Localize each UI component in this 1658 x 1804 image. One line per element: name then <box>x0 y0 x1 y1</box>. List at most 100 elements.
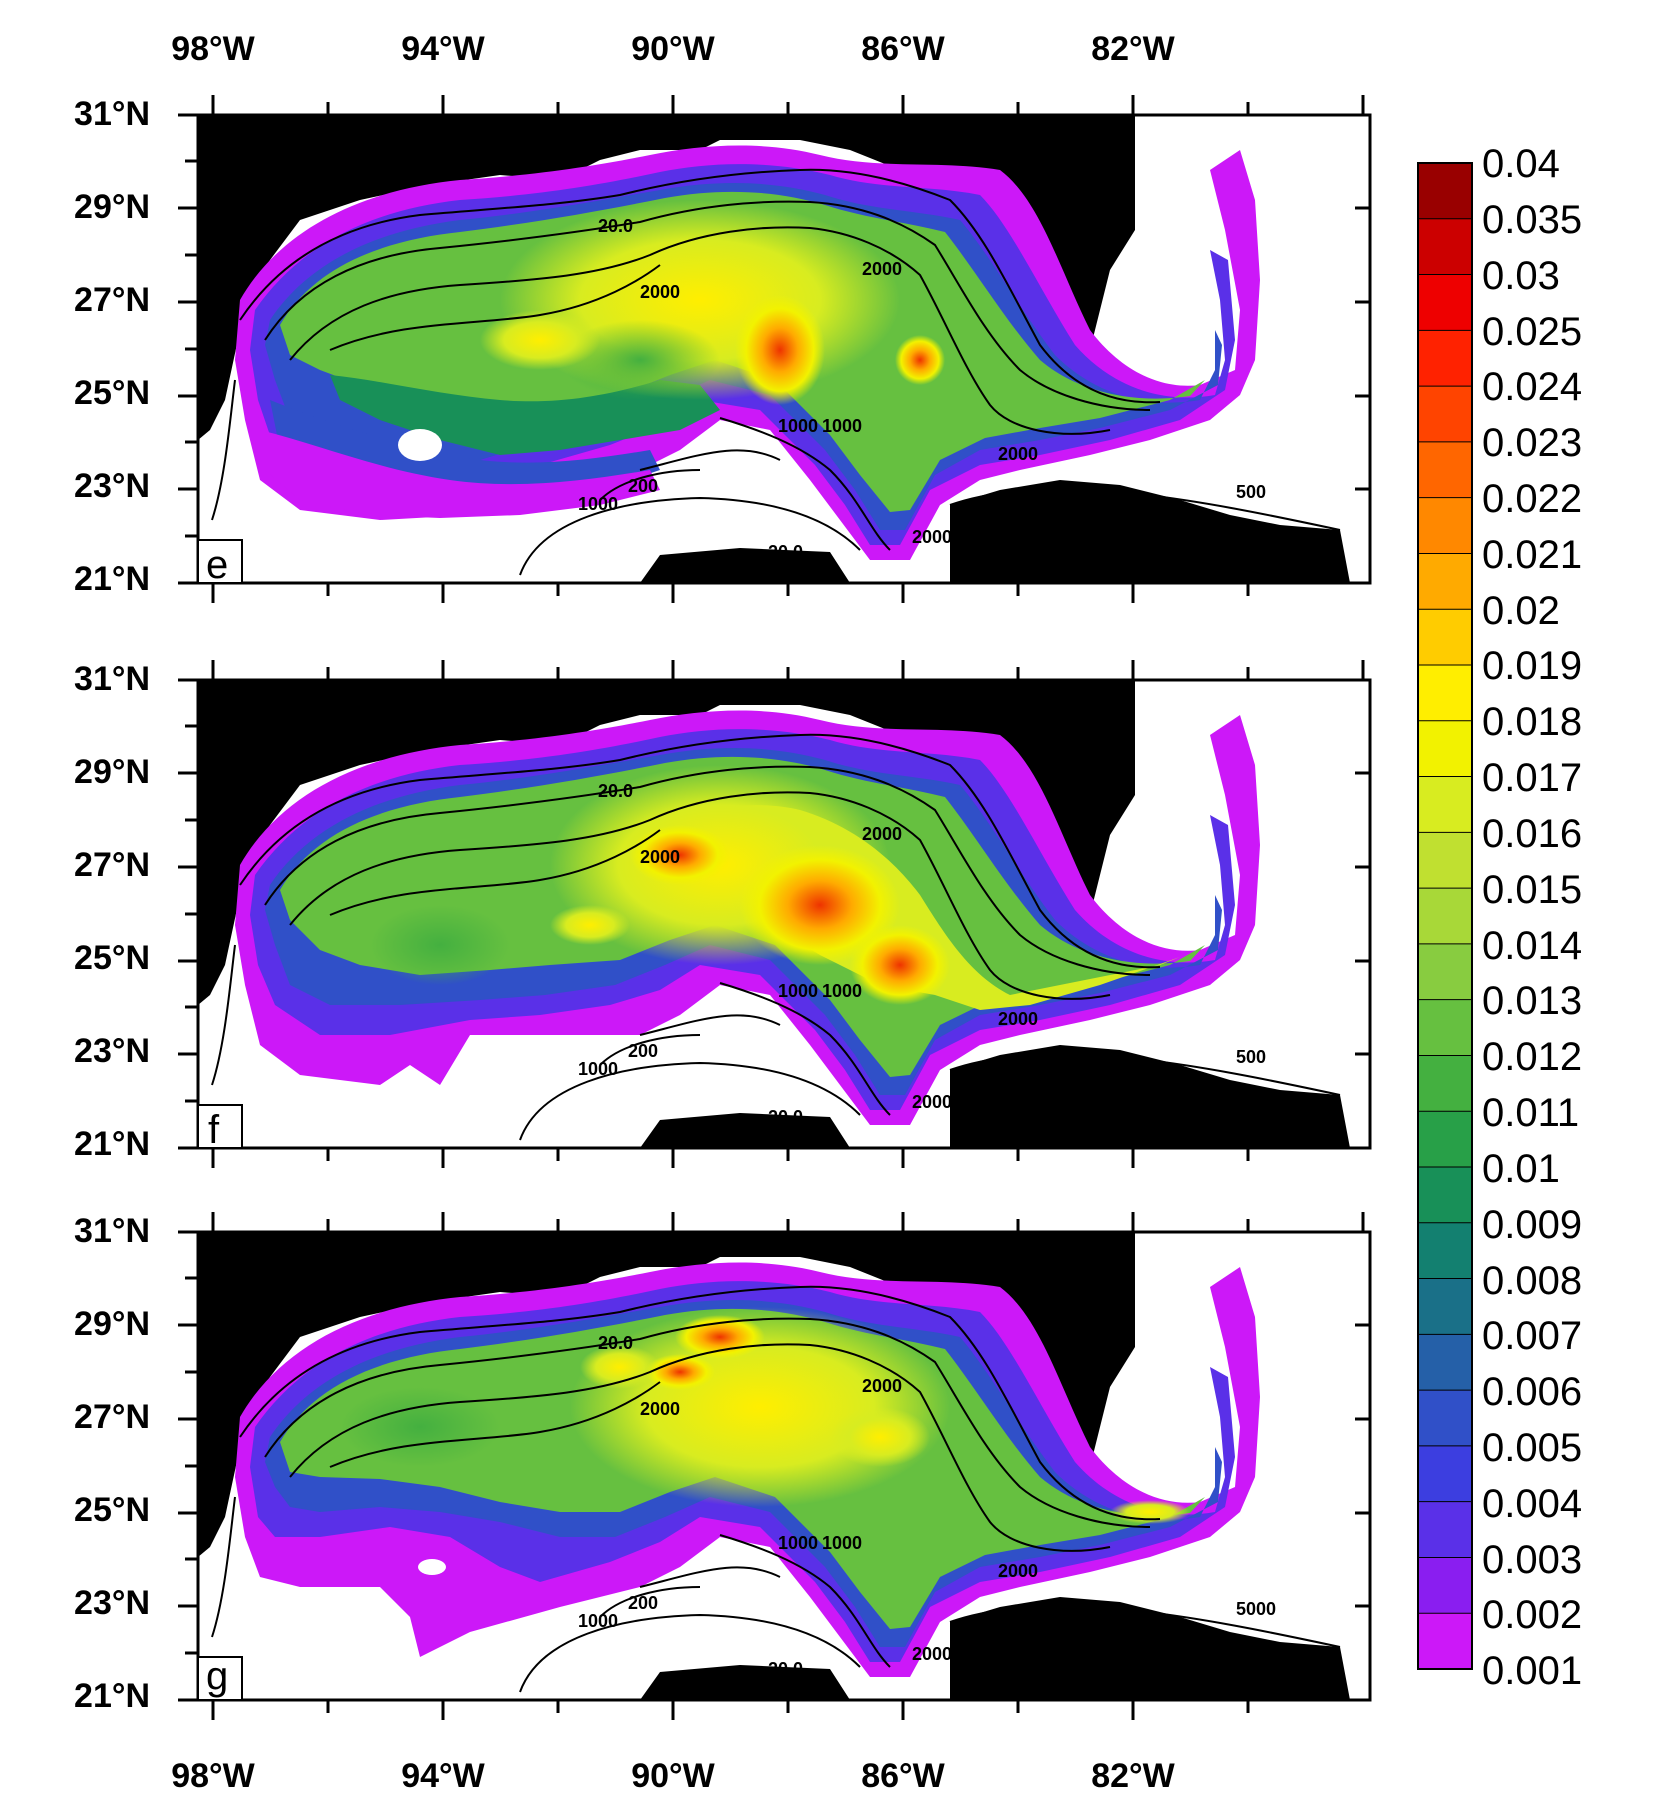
lon-label-bottom: 82°W <box>1091 1757 1175 1795</box>
panel-letter-box <box>197 1104 243 1149</box>
contour-label: 20.0 <box>768 1659 803 1679</box>
colorbar-label: 0.024 <box>1482 365 1582 409</box>
florida-keys-land <box>1165 680 1370 1148</box>
colorbar-bin <box>1418 1111 1472 1168</box>
contour-labels-f: 20.0 2000 2000 1000 1000 1000 200 2000 2… <box>578 781 1266 1127</box>
colorbar-label: 0.002 <box>1482 1593 1582 1637</box>
contour-label: 1000 <box>822 1533 862 1553</box>
colorbar-bin <box>1418 274 1472 331</box>
colorbar-label: 0.007 <box>1482 1314 1582 1358</box>
lon-label-top: 86°W <box>861 30 945 68</box>
colorbar-bin <box>1418 1501 1472 1558</box>
field-f <box>235 710 1260 1125</box>
panel-letter: g <box>206 1654 228 1698</box>
lat-label: 29°N <box>74 753 150 791</box>
contour-label: 20.0 <box>598 1333 633 1353</box>
lon-label-top: 82°W <box>1091 30 1175 68</box>
colorbar-label: 0.04 <box>1482 142 1560 186</box>
map-area: 20.0 2000 2000 1000 1000 1000 200 2000 2… <box>178 1212 1372 1720</box>
yucatan-contour <box>519 1613 861 1693</box>
colorbar-bin <box>1418 999 1472 1056</box>
florida-keys-land <box>1165 115 1370 583</box>
colorbar-label: 0.011 <box>1482 1091 1579 1135</box>
florida-keys-land <box>1165 1232 1370 1700</box>
ticks-e <box>178 95 1370 603</box>
yucatan-land <box>640 548 850 583</box>
colorbar-label: 0.02 <box>1482 589 1560 633</box>
bottom-longitude-axis: 98°W 94°W 90°W 86°W 82°W <box>171 1757 1175 1795</box>
contour-label: 200 <box>628 476 658 496</box>
shelf-contour-west <box>211 944 236 1086</box>
colorbar-label: 0.01 <box>1482 1147 1560 1191</box>
ticks-f <box>178 660 1370 1168</box>
map-area: 20.0 2000 2000 1000 1000 1000 200 2000 2… <box>178 95 1372 603</box>
colorbar: 0.04 0.035 0.03 0.025 0.024 0.023 0.022 … <box>1417 142 1582 1693</box>
colorbar-bin <box>1418 386 1472 443</box>
colorbar-label: 0.03 <box>1482 254 1560 298</box>
colorbar-label: 0.017 <box>1482 756 1582 800</box>
contour-label: 5000 <box>1236 1599 1276 1619</box>
yucatan-contour <box>519 1061 861 1141</box>
colorbar-label: 0.018 <box>1482 700 1582 744</box>
colorbar-bin <box>1418 218 1472 276</box>
contour-label: 1000 <box>822 981 862 1001</box>
contour-label: 1000 <box>578 494 618 514</box>
colorbar-bin <box>1418 1390 1472 1447</box>
contour-label: 20.0 <box>768 542 803 562</box>
lon-label-bottom: 90°W <box>631 1757 715 1795</box>
colorbar-bin <box>1418 720 1472 778</box>
lon-label-top: 98°W <box>171 30 255 68</box>
contour-label: 500 <box>1236 1047 1266 1067</box>
colorbar-bin <box>1418 1278 1472 1335</box>
yucatan-land <box>640 1665 850 1700</box>
latitude-axis: 31°N 29°N 27°N 25°N 23°N 21°N <box>74 1212 150 1715</box>
contour-label: 2000 <box>640 282 680 302</box>
colorbar-label: 0.013 <box>1482 979 1582 1023</box>
contour-label: 2000 <box>912 1092 952 1112</box>
colorbar-label: 0.003 <box>1482 1538 1582 1582</box>
lat-label: 23°N <box>74 1032 150 1070</box>
lon-label-bottom: 98°W <box>171 1757 255 1795</box>
cuba-coast-contour <box>949 1605 1341 1648</box>
contour-label: 1000 <box>778 416 818 436</box>
colorbar-bin <box>1418 943 1472 1001</box>
contour-labels-g: 20.0 2000 2000 1000 1000 1000 200 2000 2… <box>578 1333 1276 1679</box>
contour-label: 2000 <box>862 824 902 844</box>
contour-label: 2000 <box>998 1009 1038 1029</box>
north-american-land <box>198 680 1135 1005</box>
shelf-contour-west <box>211 1496 236 1638</box>
contour-label: 1000 <box>778 981 818 1001</box>
contour-label: 2000 <box>912 527 952 547</box>
colorbar-bins <box>1418 163 1472 1670</box>
lat-label: 27°N <box>74 846 150 884</box>
top-longitude-axis: 98°W 94°W 90°W 86°W 82°W <box>171 30 1175 68</box>
cuba-land <box>950 1597 1350 1700</box>
colorbar-label: 0.004 <box>1482 1482 1582 1526</box>
panel-letter-box <box>197 1656 243 1701</box>
north-american-land <box>198 115 1135 440</box>
colorbar-bin <box>1418 163 1472 220</box>
contour-label: 2000 <box>912 1644 952 1664</box>
contour-label: 1000 <box>822 416 862 436</box>
contour-label: 500 <box>1236 482 1266 502</box>
cuba-coast-contour <box>949 1053 1341 1096</box>
lat-label: 25°N <box>74 939 150 977</box>
contour-label: 20.0 <box>768 1107 803 1127</box>
contour-label: 2000 <box>640 847 680 867</box>
lat-label: 23°N <box>74 1584 150 1622</box>
colorbar-labels: 0.04 0.035 0.03 0.025 0.024 0.023 0.022 … <box>1482 142 1582 1693</box>
contour-label: 2000 <box>998 1561 1038 1581</box>
colorbar-label: 0.021 <box>1482 533 1582 577</box>
lat-label: 31°N <box>74 95 150 133</box>
contour-label: 2000 <box>862 1376 902 1396</box>
colorbar-bin <box>1418 553 1472 610</box>
lon-label-bottom: 94°W <box>401 1757 485 1795</box>
colorbar-label: 0.008 <box>1482 1259 1582 1303</box>
colorbar-label: 0.015 <box>1482 868 1582 912</box>
field-g <box>235 1262 1260 1677</box>
colorbar-label: 0.009 <box>1482 1203 1582 1247</box>
lon-label-top: 90°W <box>631 30 715 68</box>
colorbar-label: 0.012 <box>1482 1035 1582 1079</box>
colorbar-bin <box>1418 1055 1472 1112</box>
colorbar-bin <box>1418 832 1472 889</box>
